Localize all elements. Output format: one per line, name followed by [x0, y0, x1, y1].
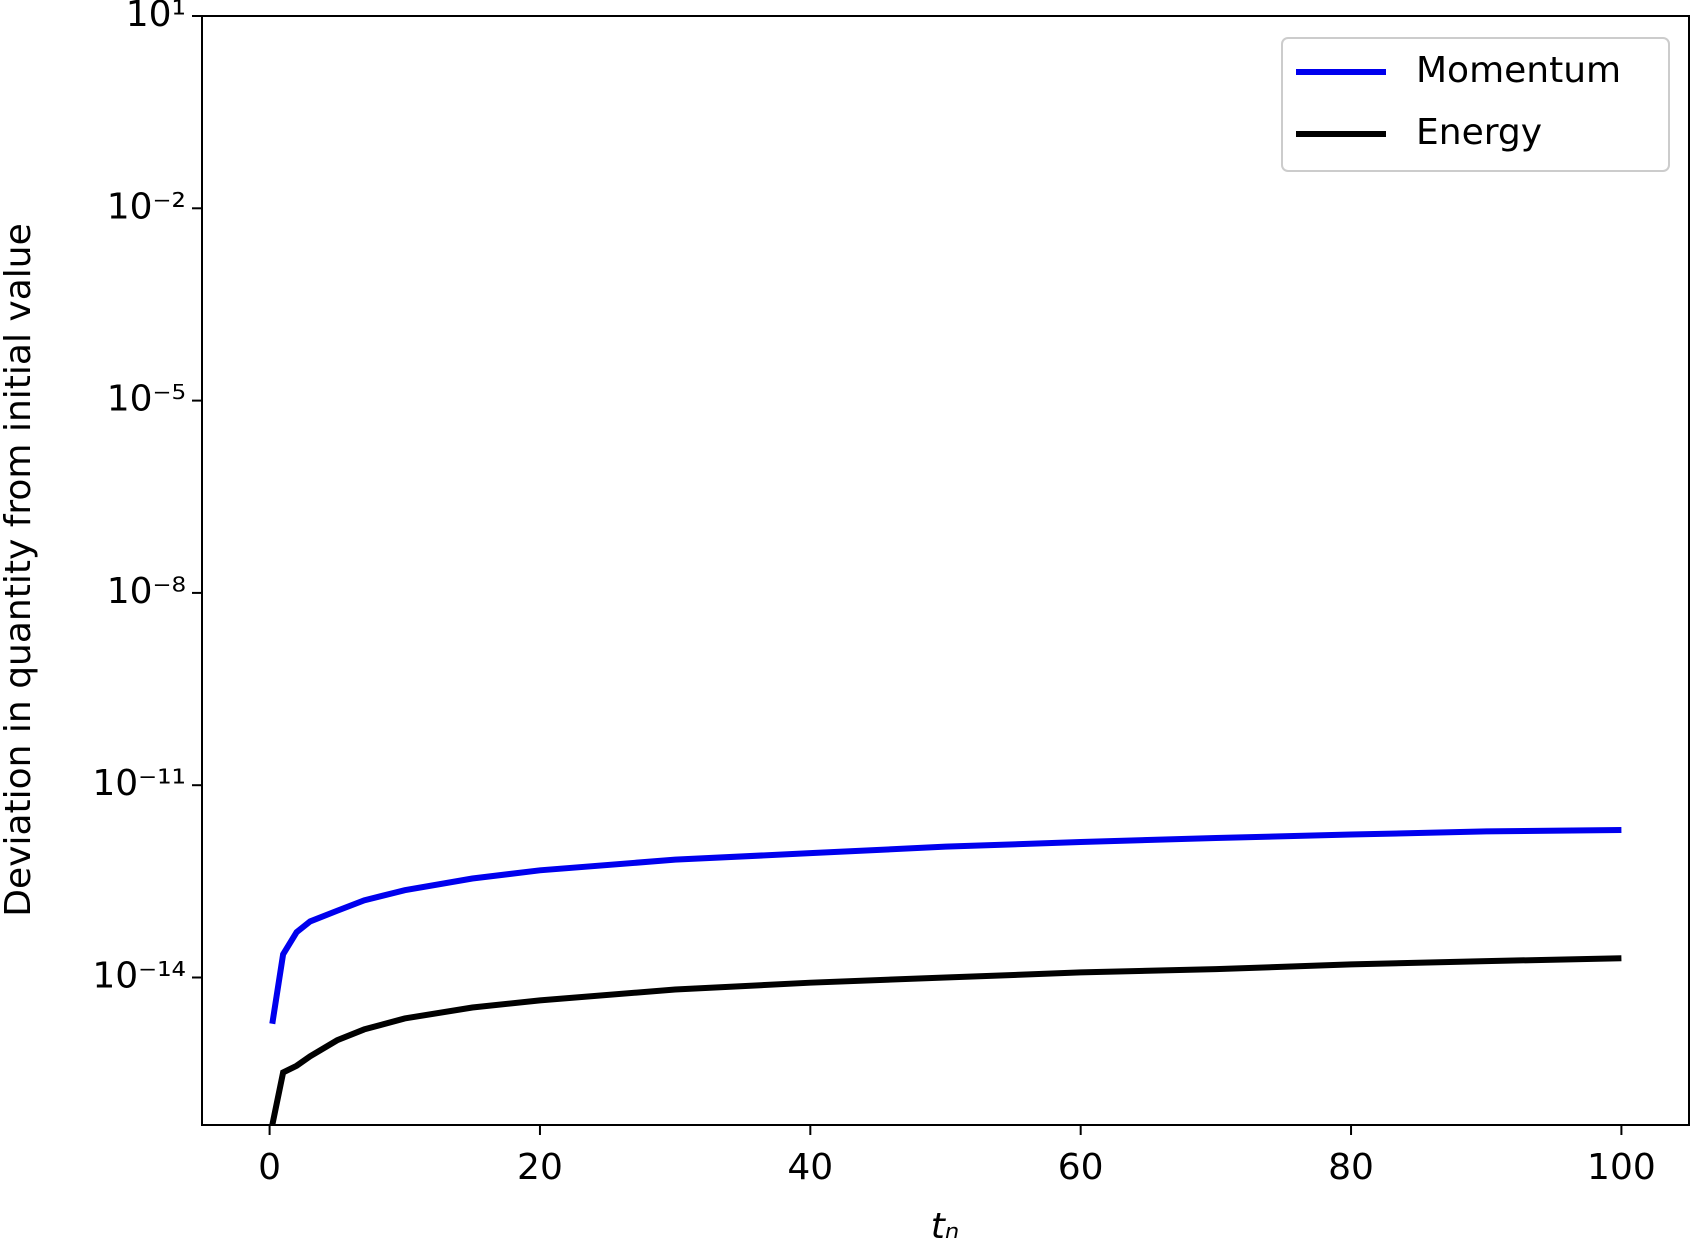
series-line [269, 955, 1622, 1125]
legend-label: Energy [1416, 112, 1542, 153]
x-axis-label: tₙ [931, 1206, 959, 1247]
legend-label: Momentum [1416, 50, 1621, 91]
plot-frame [201, 15, 1690, 1126]
y-tick-label: 10⁻¹⁴ [92, 956, 186, 997]
y-tick-label: 10⁻⁸ [107, 571, 186, 612]
y-axis-label: Deviation in quantity from initial value [0, 223, 39, 916]
y-tick-label: 10¹ [126, 0, 186, 35]
x-tick-label: 40 [787, 1147, 833, 1188]
x-tick-label: 60 [1058, 1147, 1104, 1188]
series-line [269, 827, 1622, 1025]
x-tick-label: 0 [258, 1147, 281, 1188]
y-tick-label: 10⁻² [107, 186, 186, 227]
y-tick-label: 10⁻⁵ [107, 379, 186, 420]
y-tick-label: 10⁻¹¹ [92, 763, 186, 804]
x-tick-label: 20 [517, 1147, 563, 1188]
x-tick-label: 80 [1328, 1147, 1374, 1188]
x-tick-label: 100 [1587, 1147, 1656, 1188]
